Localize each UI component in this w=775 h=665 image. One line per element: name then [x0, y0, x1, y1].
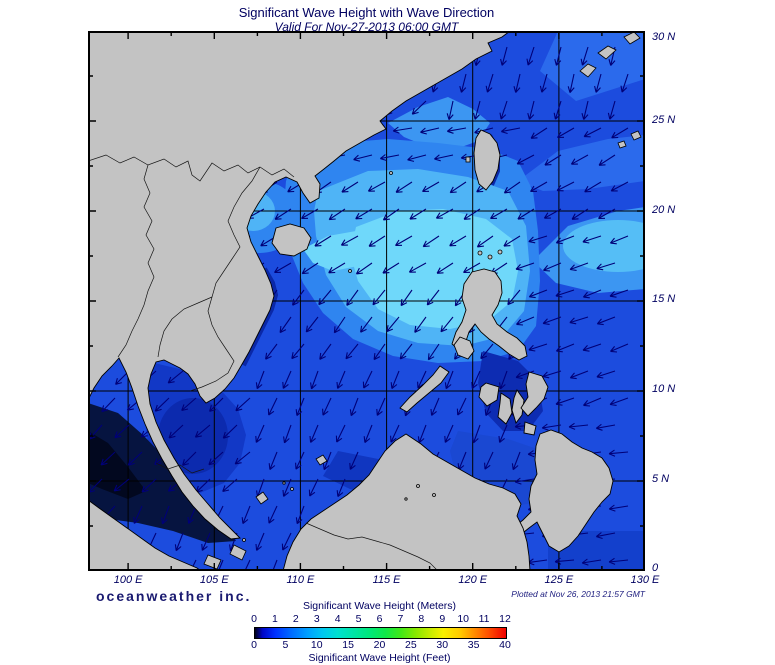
- land-asia-mainland: [87, 30, 512, 540]
- lon-label: 120 E: [458, 574, 488, 586]
- feet-tick-label: 35: [467, 639, 480, 651]
- legend-feet-title: Significant Wave Height (Feet): [308, 652, 451, 664]
- wave-height-colorbar: [254, 627, 507, 639]
- land-hainan: [271, 223, 312, 257]
- land-negros: [497, 392, 513, 425]
- lon-label: 110 E: [286, 574, 315, 586]
- meters-tick-label: 12: [499, 613, 511, 625]
- feet-tick-label: 15: [342, 639, 354, 651]
- lat-label: 30 N: [652, 31, 676, 43]
- land-panay: [478, 382, 500, 407]
- map-frame: [88, 31, 645, 571]
- oceanweather-logo: oceanweather inc.: [96, 588, 252, 604]
- land-palawan: [399, 365, 450, 413]
- lat-label: 10 N: [652, 383, 676, 395]
- legend-meters-title: Significant Wave Height (Meters): [302, 600, 457, 612]
- meters-tick-label: 2: [292, 613, 299, 625]
- lon-label: 105 E: [199, 574, 229, 586]
- lat-label: 25 N: [652, 114, 676, 126]
- lat-label: 20 N: [652, 204, 676, 216]
- wave-map-svg: [87, 30, 673, 579]
- meters-tick-label: 3: [313, 613, 320, 625]
- land-masses: [87, 30, 614, 572]
- feet-tick-label: 20: [373, 639, 386, 651]
- meters-tick-label: 11: [478, 613, 490, 625]
- land-samar: [520, 371, 549, 417]
- small-islands: [203, 31, 642, 570]
- meters-tick-label: 5: [355, 613, 362, 625]
- feet-tick-label: 10: [310, 639, 323, 651]
- feet-tick-label: 30: [436, 639, 449, 651]
- meters-tick-label: 4: [334, 613, 341, 625]
- lon-label: 125 E: [544, 574, 574, 586]
- page-title: Significant Wave Height with Wave Direct…: [238, 5, 495, 20]
- meters-tick-label: 0: [251, 613, 257, 625]
- map-canvas: [87, 30, 673, 579]
- land-cebu: [511, 389, 525, 424]
- land-mindanao: [504, 429, 614, 553]
- land-bohol: [523, 421, 537, 436]
- title-block: Significant Wave Height with Wave Direct…: [0, 5, 733, 34]
- meters-tick-label: 6: [376, 613, 383, 625]
- lon-label: 100 E: [113, 574, 143, 586]
- feet-tick-label: 25: [405, 639, 417, 651]
- land-taiwan: [473, 129, 501, 191]
- feet-tick-label: 5: [282, 639, 289, 651]
- meters-tick-label: 8: [418, 613, 425, 625]
- lat-label: 15 N: [652, 293, 676, 305]
- meters-tick-label: 10: [457, 613, 469, 625]
- meters-tick-label: 7: [397, 613, 404, 625]
- land-mindoro: [453, 336, 475, 360]
- plotted-timestamp: Plotted at Nov 26, 2013 21:57 GMT: [511, 589, 645, 599]
- valid-time-subtitle: Valid For Nov-27-2013 06:00 GMT: [274, 20, 459, 34]
- lat-label: 5 N: [652, 473, 670, 485]
- lon-label: 115 E: [372, 574, 401, 586]
- feet-tick-label: 0: [251, 639, 257, 651]
- meters-tick-label: 9: [439, 613, 446, 625]
- country-borders: [87, 154, 439, 572]
- feet-tick-label: 40: [499, 639, 511, 651]
- lat-label: 0: [652, 562, 659, 574]
- meters-tick-label: 1: [271, 613, 278, 625]
- land-luzon: [451, 268, 528, 361]
- lon-label: 130 E: [630, 574, 660, 586]
